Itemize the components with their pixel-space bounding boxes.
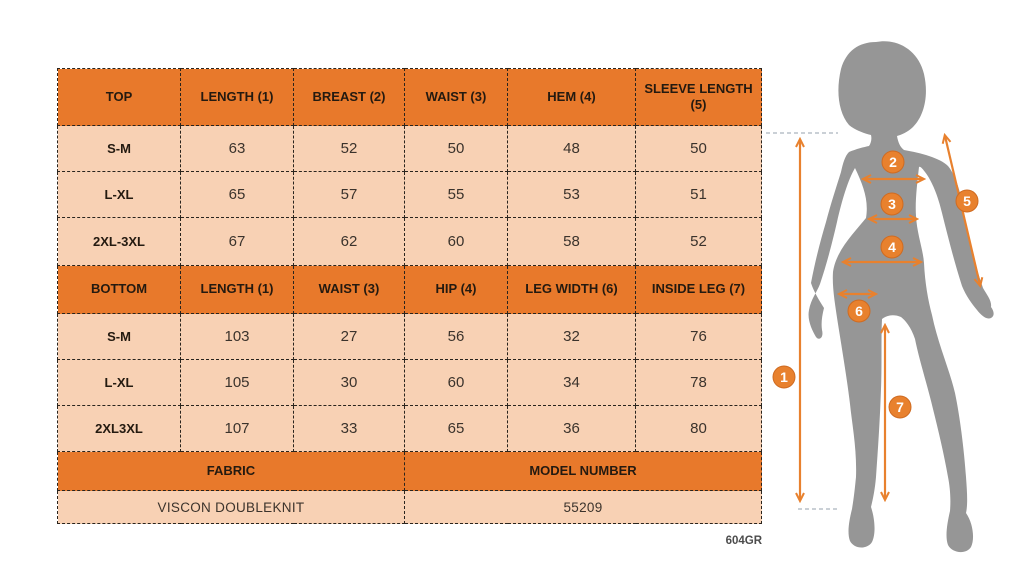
size-label: L-XL [57,171,181,218]
info-header-row: FABRIC MODEL NUMBER [57,451,762,491]
column-header: BREAST (2) [293,68,405,126]
measurement-value: 105 [180,359,294,406]
column-header: BOTTOM [57,265,181,314]
fabric-header: FABRIC [57,451,405,491]
measurement-value: 34 [507,359,636,406]
measurement-value: 51 [635,171,762,218]
top-header-row: TOP LENGTH (1) BREAST (2) WAIST (3) HEM … [57,68,762,126]
column-header: WAIST (3) [293,265,405,314]
measurement-value: 76 [635,313,762,360]
measurement-value: 55 [404,171,508,218]
fabric-value: VISCON DOUBLEKNIT [57,490,405,524]
style-code: 604GR [725,535,762,547]
column-header: LENGTH (1) [180,68,294,126]
bottom-header-row: BOTTOM LENGTH (1) WAIST (3) HIP (4) LEG … [57,265,762,314]
measurement-marker-1: 1 [772,365,796,389]
measurement-value: 58 [507,217,636,266]
svg-text:5: 5 [963,193,971,209]
measurement-value: 36 [507,405,636,452]
measurement-value: 78 [635,359,762,406]
column-header: SLEEVE LENGTH (5) [635,68,762,126]
info-value-row: VISCON DOUBLEKNIT 55209 [57,490,762,524]
measurement-value: 62 [293,217,405,266]
measurement-value: 50 [404,125,508,172]
measurement-value: 65 [404,405,508,452]
measurement-value: 60 [404,217,508,266]
measurement-value: 80 [635,405,762,452]
measurement-value: 30 [293,359,405,406]
measurement-value: 50 [635,125,762,172]
measurement-value: 48 [507,125,636,172]
svg-text:7: 7 [896,399,904,415]
size-label: S-M [57,313,181,360]
measurement-value: 67 [180,217,294,266]
column-header: LEG WIDTH (6) [507,265,636,314]
column-header: LENGTH (1) [180,265,294,314]
measurement-value: 60 [404,359,508,406]
measurement-marker-6: 6 [847,299,871,323]
measurement-value: 27 [293,313,405,360]
table-row: 2XL3XL 107 33 65 36 80 [57,405,762,452]
size-label: 2XL3XL [57,405,181,452]
size-label: 2XL-3XL [57,217,181,266]
model-number-header: MODEL NUMBER [404,451,762,491]
measurement-marker-3: 3 [880,192,904,216]
table-row: L-XL 65 57 55 53 51 [57,171,762,218]
measurement-value: 56 [404,313,508,360]
svg-text:6: 6 [855,303,863,319]
table-row: L-XL 105 30 60 34 78 [57,359,762,406]
table-row: S-M 103 27 56 32 76 [57,313,762,360]
body-measurement-diagram: 1 2 3 4 5 6 7 [766,41,994,553]
column-header: HEM (4) [507,68,636,126]
table-row: S-M 63 52 50 48 50 [57,125,762,172]
measurement-value: 103 [180,313,294,360]
measurement-marker-7: 7 [888,395,912,419]
column-header: TOP [57,68,181,126]
measurement-value: 63 [180,125,294,172]
measurement-value: 32 [507,313,636,360]
model-number-value: 55209 [404,490,762,524]
measurement-value: 65 [180,171,294,218]
table-row: 2XL-3XL 67 62 60 58 52 [57,217,762,266]
column-header: INSIDE LEG (7) [635,265,762,314]
measurement-value: 53 [507,171,636,218]
size-label: S-M [57,125,181,172]
measurement-marker-4: 4 [880,235,904,259]
measurement-marker-5: 5 [955,189,979,213]
female-body-silhouette-icon [808,41,994,553]
measurement-value: 33 [293,405,405,452]
measurement-value: 57 [293,171,405,218]
svg-text:3: 3 [888,196,896,212]
svg-text:2: 2 [889,154,897,170]
size-label: L-XL [57,359,181,406]
column-header: HIP (4) [404,265,508,314]
size-chart-table: TOP LENGTH (1) BREAST (2) WAIST (3) HEM … [57,68,762,524]
measurement-value: 52 [635,217,762,266]
svg-text:1: 1 [780,369,788,385]
measurement-value: 107 [180,405,294,452]
column-header: WAIST (3) [404,68,508,126]
measurement-value: 52 [293,125,405,172]
measurement-marker-2: 2 [881,150,905,174]
svg-text:4: 4 [888,239,896,255]
